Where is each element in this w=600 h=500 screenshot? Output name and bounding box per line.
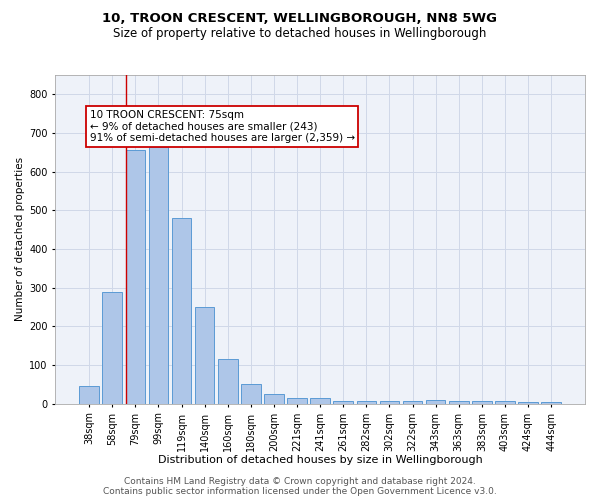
Text: 10, TROON CRESCENT, WELLINGBOROUGH, NN8 5WG: 10, TROON CRESCENT, WELLINGBOROUGH, NN8 … <box>103 12 497 26</box>
Bar <box>149 146 169 404</box>
Bar <box>264 394 284 404</box>
Text: Contains public sector information licensed under the Open Government Licence v3: Contains public sector information licen… <box>103 487 497 496</box>
Bar <box>172 218 191 404</box>
Bar <box>449 402 469 404</box>
Bar <box>334 400 353 404</box>
Y-axis label: Number of detached properties: Number of detached properties <box>15 158 25 322</box>
Text: Contains HM Land Registry data © Crown copyright and database right 2024.: Contains HM Land Registry data © Crown c… <box>124 477 476 486</box>
Text: 10 TROON CRESCENT: 75sqm
← 9% of detached houses are smaller (243)
91% of semi-d: 10 TROON CRESCENT: 75sqm ← 9% of detache… <box>89 110 355 143</box>
Bar <box>287 398 307 404</box>
X-axis label: Distribution of detached houses by size in Wellingborough: Distribution of detached houses by size … <box>158 455 482 465</box>
Text: Size of property relative to detached houses in Wellingborough: Size of property relative to detached ho… <box>113 28 487 40</box>
Bar <box>541 402 561 404</box>
Bar <box>356 400 376 404</box>
Bar <box>195 307 214 404</box>
Bar <box>125 150 145 404</box>
Bar <box>218 360 238 404</box>
Bar <box>495 402 515 404</box>
Bar <box>79 386 99 404</box>
Bar <box>241 384 260 404</box>
Bar <box>103 292 122 404</box>
Bar <box>403 402 422 404</box>
Bar <box>472 402 491 404</box>
Bar <box>380 400 399 404</box>
Bar <box>426 400 445 404</box>
Bar <box>518 402 538 404</box>
Bar <box>310 398 330 404</box>
